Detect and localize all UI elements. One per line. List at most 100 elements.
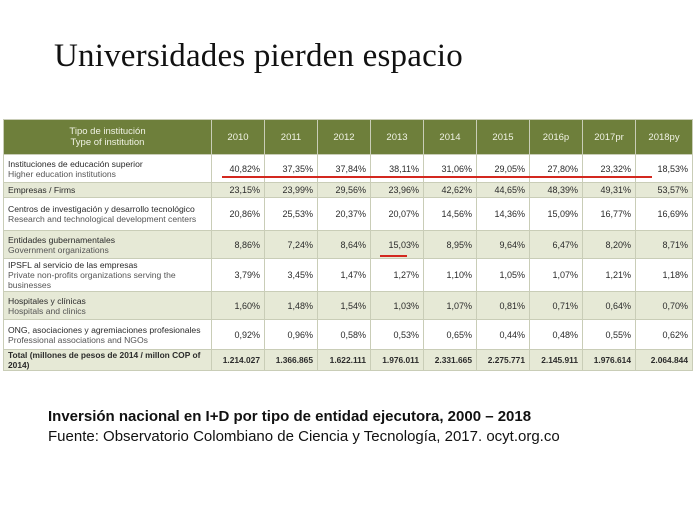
row-label: Instituciones de educación superior High… (3, 154, 212, 183)
table-cell: 0,65% (423, 319, 477, 350)
table-cell: 18,53% (635, 154, 693, 183)
table-cell: 23,15% (211, 182, 265, 198)
table-cell: 27,80% (529, 154, 583, 183)
table-cell: 1,07% (423, 291, 477, 320)
year-header: 2018py (635, 119, 693, 155)
table-row: Hospitales y clínicas Hospitals and clin… (3, 291, 693, 320)
total-cell: 1.214.027 (211, 349, 265, 371)
row-label-es: Empresas / Firms (8, 185, 76, 195)
row-label: IPSFL al servicio de las empresas Privat… (3, 258, 212, 292)
table-cell: 23,32% (582, 154, 636, 183)
table-cell: 48,39% (529, 182, 583, 198)
table-row: Entidades gubernamentales Government org… (3, 230, 693, 259)
institution-header-es: Tipo de institución (69, 126, 146, 137)
table-cell: 14,36% (476, 197, 530, 231)
table-cell: 1,03% (370, 291, 424, 320)
table-cell: 16,69% (635, 197, 693, 231)
row-label-es: IPSFL al servicio de las empresas (8, 260, 138, 270)
row-label: ONG, asociaciones y agremiaciones profes… (3, 319, 212, 350)
total-cell: 2.331.665 (423, 349, 477, 371)
table-cell: 3,79% (211, 258, 265, 292)
row-label: Centros de investigación y desarrollo te… (3, 197, 212, 231)
table-cell: 23,99% (264, 182, 318, 198)
row-label-en: Higher education institutions (8, 168, 116, 179)
table-cell: 37,35% (264, 154, 318, 183)
row-label-en: Private non-profits organizations servin… (8, 270, 176, 290)
year-header: 2010 (211, 119, 265, 155)
table-cell: 31,06% (423, 154, 477, 183)
table-cell: 0,70% (635, 291, 693, 320)
table-cell: 0,96% (264, 319, 318, 350)
table-cell: 0,55% (582, 319, 636, 350)
table-cell: 0,81% (476, 291, 530, 320)
total-cell: 1.976.011 (370, 349, 424, 371)
table-cell: 1,21% (582, 258, 636, 292)
table-cell: 1,27% (370, 258, 424, 292)
row-label-en: Professional associations and NGOs (8, 334, 148, 345)
table-cell: 0,62% (635, 319, 693, 350)
institution-header-en: Type of institution (70, 137, 145, 148)
table-cell: 9,64% (476, 230, 530, 259)
row-label-es: Instituciones de educación superior (8, 158, 143, 169)
caption-title: Inversión nacional en I+D por tipo de en… (48, 408, 532, 425)
table-cell: 29,56% (317, 182, 371, 198)
table-cell: 15,03% (370, 230, 424, 259)
year-header: 2012 (317, 119, 371, 155)
table-cell: 1,47% (317, 258, 371, 292)
table-cell: 0,53% (370, 319, 424, 350)
table-header-row: Tipo de institución Type of institution … (3, 119, 693, 155)
total-row: Total (millones de pesos de 2014 / millo… (3, 349, 693, 371)
table-cell: 16,77% (582, 197, 636, 231)
row-label: Empresas / Firms (3, 182, 212, 198)
table-cell: 8,86% (211, 230, 265, 259)
table-row: Empresas / Firms 23,15% 23,99% 29,56% 23… (3, 182, 693, 198)
table-cell: 0,71% (529, 291, 583, 320)
row-label-es: Hospitales y clínicas (8, 295, 86, 306)
table-row: ONG, asociaciones y agremiaciones profes… (3, 319, 693, 350)
table-cell: 29,05% (476, 154, 530, 183)
table-cell: 1,05% (476, 258, 530, 292)
table-cell: 42,62% (423, 182, 477, 198)
highlight-underline-universities (222, 176, 652, 178)
caption-source: Fuente: Observatorio Colombiano de Cienc… (48, 428, 560, 445)
year-header: 2016p (529, 119, 583, 155)
table-cell: 0,64% (582, 291, 636, 320)
table-cell: 1,54% (317, 291, 371, 320)
year-header: 2013 (370, 119, 424, 155)
table-cell: 44,65% (476, 182, 530, 198)
table-cell: 8,20% (582, 230, 636, 259)
table-cell: 0,44% (476, 319, 530, 350)
total-cell: 1.366.865 (264, 349, 318, 371)
table-cell: 40,82% (211, 154, 265, 183)
table-cell: 38,11% (370, 154, 424, 183)
table-cell: 20,37% (317, 197, 371, 231)
total-cell: 1.976.614 (582, 349, 636, 371)
table-row: IPSFL al servicio de las empresas Privat… (3, 258, 693, 292)
total-cell: 1.622.111 (317, 349, 371, 371)
total-cell: 2.064.844 (635, 349, 693, 371)
table-cell: 8,71% (635, 230, 693, 259)
year-header: 2011 (264, 119, 318, 155)
table-cell: 8,64% (317, 230, 371, 259)
total-cell: 2.275.771 (476, 349, 530, 371)
total-label: Total (millones de pesos de 2014 / millo… (3, 349, 212, 371)
table-cell: 3,45% (264, 258, 318, 292)
table-cell: 20,86% (211, 197, 265, 231)
table-cell: 20,07% (370, 197, 424, 231)
total-cell: 2.145.911 (529, 349, 583, 371)
row-label-en: Research and technological development c… (8, 214, 197, 224)
table-cell: 0,48% (529, 319, 583, 350)
investment-table: Tipo de institución Type of institution … (3, 119, 693, 371)
year-header: 2014 (423, 119, 477, 155)
highlight-underline-government-2013 (380, 255, 407, 257)
row-label-es: Centros de investigación y desarrollo te… (8, 204, 195, 214)
slide-title: Universidades pierden espacio (54, 38, 463, 74)
institution-header: Tipo de institución Type of institution (3, 119, 212, 155)
table-cell: 53,57% (635, 182, 693, 198)
year-header: 2015 (476, 119, 530, 155)
table-cell: 1,18% (635, 258, 693, 292)
table-cell: 14,56% (423, 197, 477, 231)
table-cell: 23,96% (370, 182, 424, 198)
row-label: Entidades gubernamentales Government org… (3, 230, 212, 259)
table-cell: 25,53% (264, 197, 318, 231)
